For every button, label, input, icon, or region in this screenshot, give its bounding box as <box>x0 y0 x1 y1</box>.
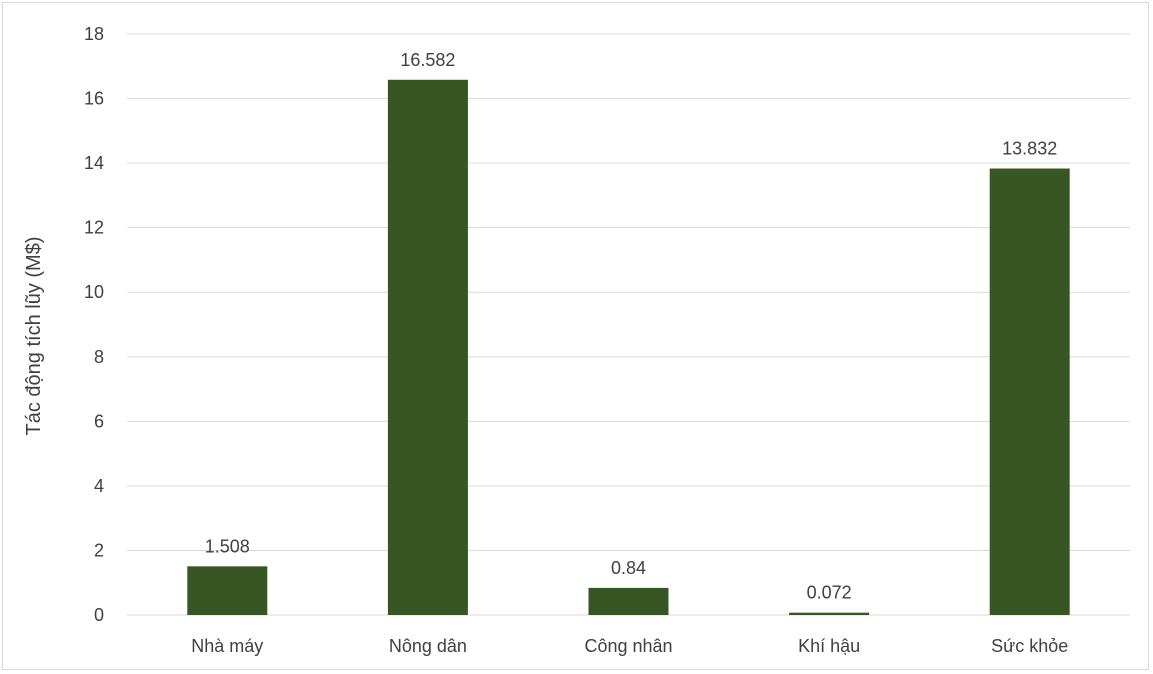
y-tick-label: 18 <box>84 24 104 44</box>
bar <box>789 612 870 615</box>
y-tick-label: 2 <box>94 540 104 560</box>
data-label: 16.582 <box>400 50 455 70</box>
bar <box>588 587 669 615</box>
y-tick-label: 12 <box>84 218 104 238</box>
bars <box>187 79 1070 615</box>
y-tick-label: 0 <box>94 605 104 625</box>
data-label: 0.84 <box>611 558 646 578</box>
bar <box>187 566 268 615</box>
y-tick-label: 16 <box>84 89 104 109</box>
y-tick-label: 10 <box>84 282 104 302</box>
y-axis-label: Tác động tích lũy (M$) <box>23 237 45 436</box>
bar <box>387 79 468 615</box>
x-tick-label: Nông dân <box>389 636 467 656</box>
gridlines <box>127 33 1130 551</box>
x-tick-label: Khí hậu <box>798 636 860 656</box>
y-axis-ticks: 0 2 4 6 8 10 12 14 16 18 <box>84 24 104 625</box>
bar <box>989 168 1070 615</box>
data-labels: 1.508 16.582 0.84 0.072 13.832 <box>205 50 1057 603</box>
data-label: 1.508 <box>205 536 250 556</box>
y-tick-label: 8 <box>94 347 104 367</box>
data-label: 0.072 <box>807 583 852 603</box>
y-tick-label: 6 <box>94 411 104 431</box>
x-tick-label: Nhà máy <box>191 636 263 656</box>
x-tick-label: Công nhân <box>584 636 672 656</box>
data-label: 13.832 <box>1002 139 1057 159</box>
x-axis-ticks: Nhà máy Nông dân Công nhân Khí hậu Sức khỏe <box>191 636 1068 656</box>
x-tick-label: Sức khỏe <box>991 636 1068 656</box>
y-tick-label: 14 <box>84 153 104 173</box>
y-tick-label: 4 <box>94 476 104 496</box>
